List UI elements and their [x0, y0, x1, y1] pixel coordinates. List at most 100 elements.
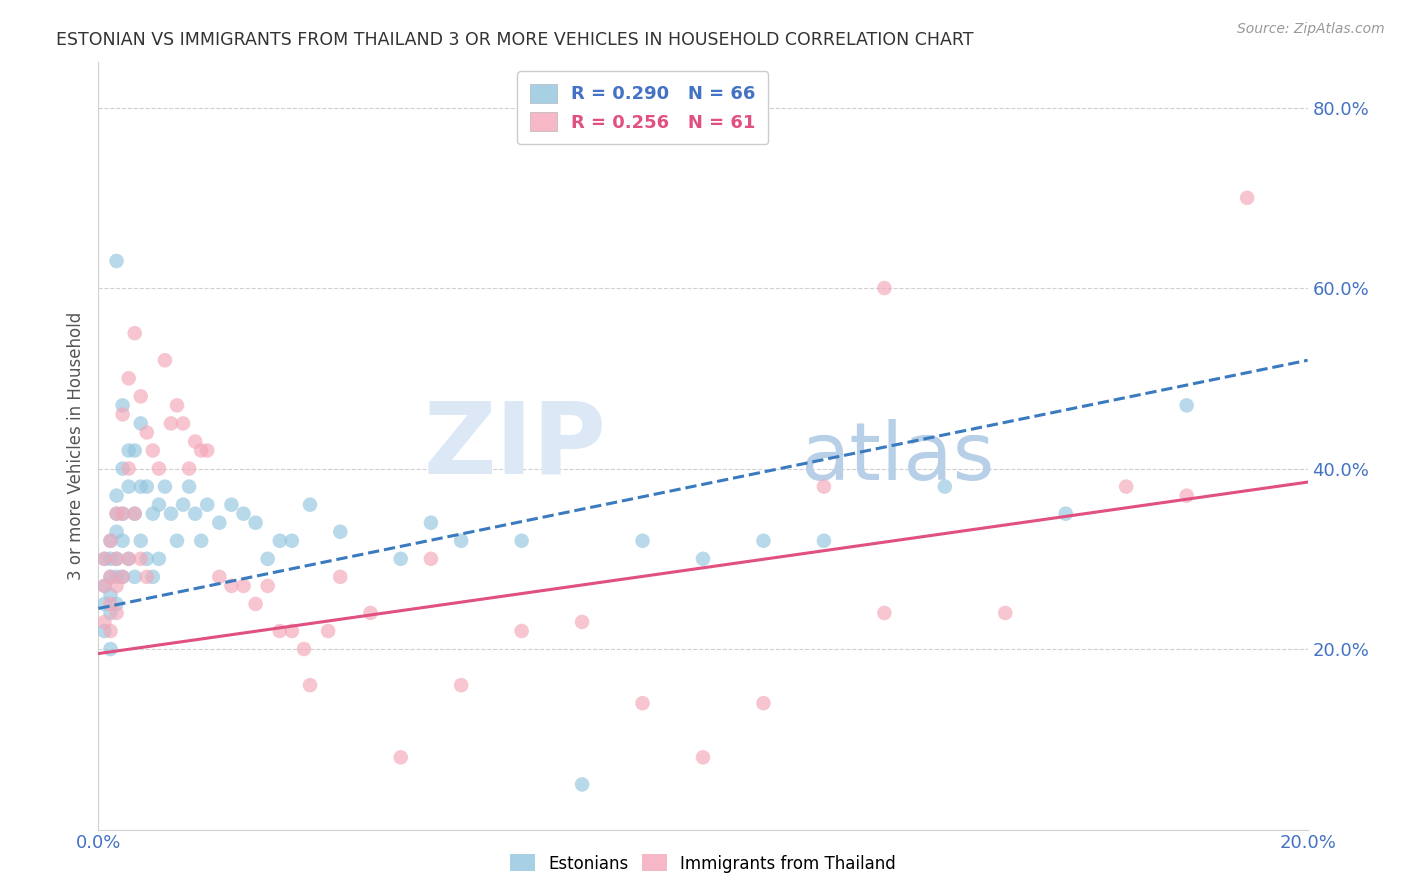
Point: [118, 371, 141, 385]
Point: [105, 551, 128, 566]
Point: [129, 551, 152, 566]
Point: [184, 507, 207, 521]
Point: [389, 750, 412, 764]
Point: [153, 353, 176, 368]
Point: [118, 461, 141, 475]
Point: [221, 498, 243, 512]
Point: [100, 570, 122, 584]
Point: [105, 606, 128, 620]
Point: [129, 417, 152, 431]
Point: [105, 254, 128, 268]
Point: [93, 551, 115, 566]
Point: [281, 533, 304, 548]
Point: [100, 597, 122, 611]
Point: [111, 533, 134, 548]
Point: [994, 606, 1017, 620]
Point: [1115, 480, 1137, 494]
Point: [195, 498, 218, 512]
Point: [752, 696, 775, 710]
Point: [166, 398, 188, 412]
Point: [105, 524, 128, 539]
Point: [142, 507, 165, 521]
Point: [269, 533, 291, 548]
Point: [111, 507, 134, 521]
Point: [129, 480, 152, 494]
Point: [256, 551, 278, 566]
Point: [93, 624, 115, 638]
Point: [281, 624, 304, 638]
Point: [105, 489, 128, 503]
Point: [93, 551, 115, 566]
Legend: Estonians, Immigrants from Thailand: Estonians, Immigrants from Thailand: [503, 847, 903, 880]
Point: [873, 606, 896, 620]
Point: [450, 533, 472, 548]
Point: [232, 507, 254, 521]
Point: [256, 579, 278, 593]
Point: [135, 425, 157, 440]
Point: [105, 551, 128, 566]
Point: [166, 533, 188, 548]
Point: [299, 498, 322, 512]
Point: [571, 777, 593, 791]
Point: [184, 434, 207, 449]
Point: [692, 551, 714, 566]
Point: [510, 533, 533, 548]
Point: [172, 417, 194, 431]
Point: [571, 615, 593, 629]
Point: [245, 597, 267, 611]
Point: [118, 443, 141, 458]
Point: [221, 579, 243, 593]
Point: [124, 507, 146, 521]
Point: [420, 551, 443, 566]
Point: [111, 570, 134, 584]
Point: [208, 570, 231, 584]
Point: [100, 533, 122, 548]
Point: [299, 678, 322, 692]
Point: [316, 624, 339, 638]
Point: [135, 551, 157, 566]
Point: [142, 443, 165, 458]
Point: [179, 461, 201, 475]
Point: [105, 570, 128, 584]
Point: [1175, 489, 1198, 503]
Point: [190, 533, 212, 548]
Point: [269, 624, 291, 638]
Point: [172, 498, 194, 512]
Point: [93, 597, 115, 611]
Point: [329, 570, 352, 584]
Point: [389, 551, 412, 566]
Text: Source: ZipAtlas.com: Source: ZipAtlas.com: [1237, 22, 1385, 37]
Point: [1236, 191, 1258, 205]
Point: [420, 516, 443, 530]
Point: [135, 570, 157, 584]
Point: [692, 750, 714, 764]
Point: [100, 642, 122, 657]
Point: [631, 696, 654, 710]
Text: atlas: atlas: [800, 418, 994, 497]
Point: [245, 516, 267, 530]
Point: [105, 507, 128, 521]
Point: [135, 480, 157, 494]
Point: [813, 480, 835, 494]
Point: [148, 551, 170, 566]
Point: [160, 417, 183, 431]
Point: [360, 606, 382, 620]
Point: [142, 570, 165, 584]
Point: [1054, 507, 1077, 521]
Point: [153, 480, 176, 494]
Point: [105, 507, 128, 521]
Point: [100, 551, 122, 566]
Point: [118, 480, 141, 494]
Point: [111, 570, 134, 584]
Point: [813, 533, 835, 548]
Point: [631, 533, 654, 548]
Point: [118, 551, 141, 566]
Point: [111, 461, 134, 475]
Point: [100, 533, 122, 548]
Point: [148, 498, 170, 512]
Point: [179, 480, 201, 494]
Point: [232, 579, 254, 593]
Point: [93, 579, 115, 593]
Point: [129, 389, 152, 403]
Point: [124, 326, 146, 341]
